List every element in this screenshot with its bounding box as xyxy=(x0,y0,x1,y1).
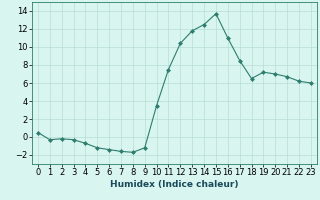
X-axis label: Humidex (Indice chaleur): Humidex (Indice chaleur) xyxy=(110,180,239,189)
